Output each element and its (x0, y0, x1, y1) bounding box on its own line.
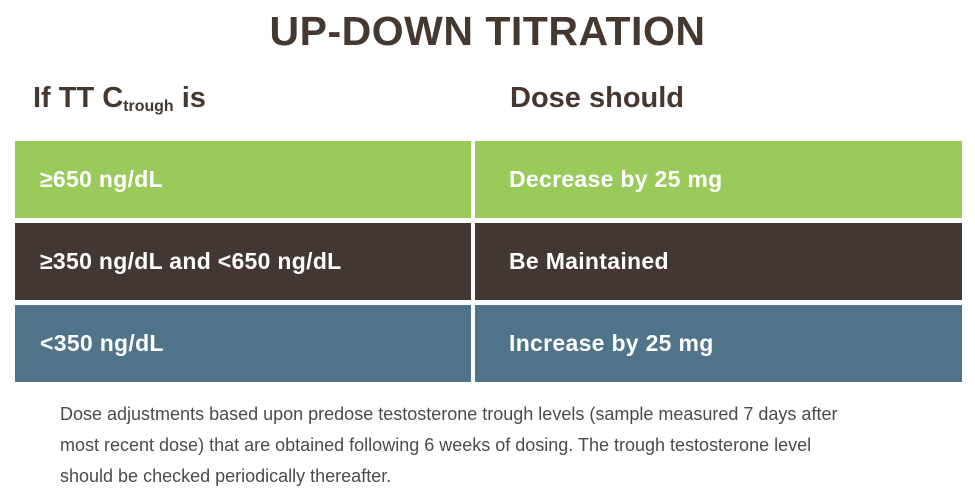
condition-header-subscript: trough (123, 98, 174, 116)
action-cell-increase: Increase by 25 mg (475, 305, 962, 383)
dose-adjustment-footnote: Dose adjustments based upon predose test… (60, 399, 935, 491)
column-headers: If TT Ctrough is Dose should (0, 82, 975, 115)
footnote-line-2: most recent dose) that are obtained foll… (60, 435, 812, 456)
condition-cell-high: ≥650 ng/dL (15, 141, 471, 219)
condition-header-suffix: is (173, 82, 206, 115)
footnote-line-3: should be checked periodically thereafte… (60, 466, 392, 487)
action-cell-decrease: Decrease by 25 mg (475, 141, 962, 219)
condition-header-prefix: If TT C (33, 82, 124, 115)
titration-table: ≥650 ng/dL Decrease by 25 mg ≥350 ng/dL … (15, 141, 962, 383)
table-row-high: ≥650 ng/dL Decrease by 25 mg (15, 141, 962, 219)
page-title: UP-DOWN TITRATION (269, 8, 706, 54)
table-row-low: <350 ng/dL Increase by 25 mg (15, 305, 962, 383)
condition-cell-mid: ≥350 ng/dL and <650 ng/dL (15, 223, 471, 301)
table-row-mid: ≥350 ng/dL and <650 ng/dL Be Maintained (15, 223, 962, 301)
footnote-line-1: Dose adjustments based upon predose test… (60, 404, 838, 425)
action-cell-maintain: Be Maintained (475, 223, 962, 301)
condition-cell-low: <350 ng/dL (15, 305, 471, 383)
column-header-condition: If TT Ctrough is (0, 82, 510, 115)
column-header-dose: Dose should (510, 82, 685, 115)
